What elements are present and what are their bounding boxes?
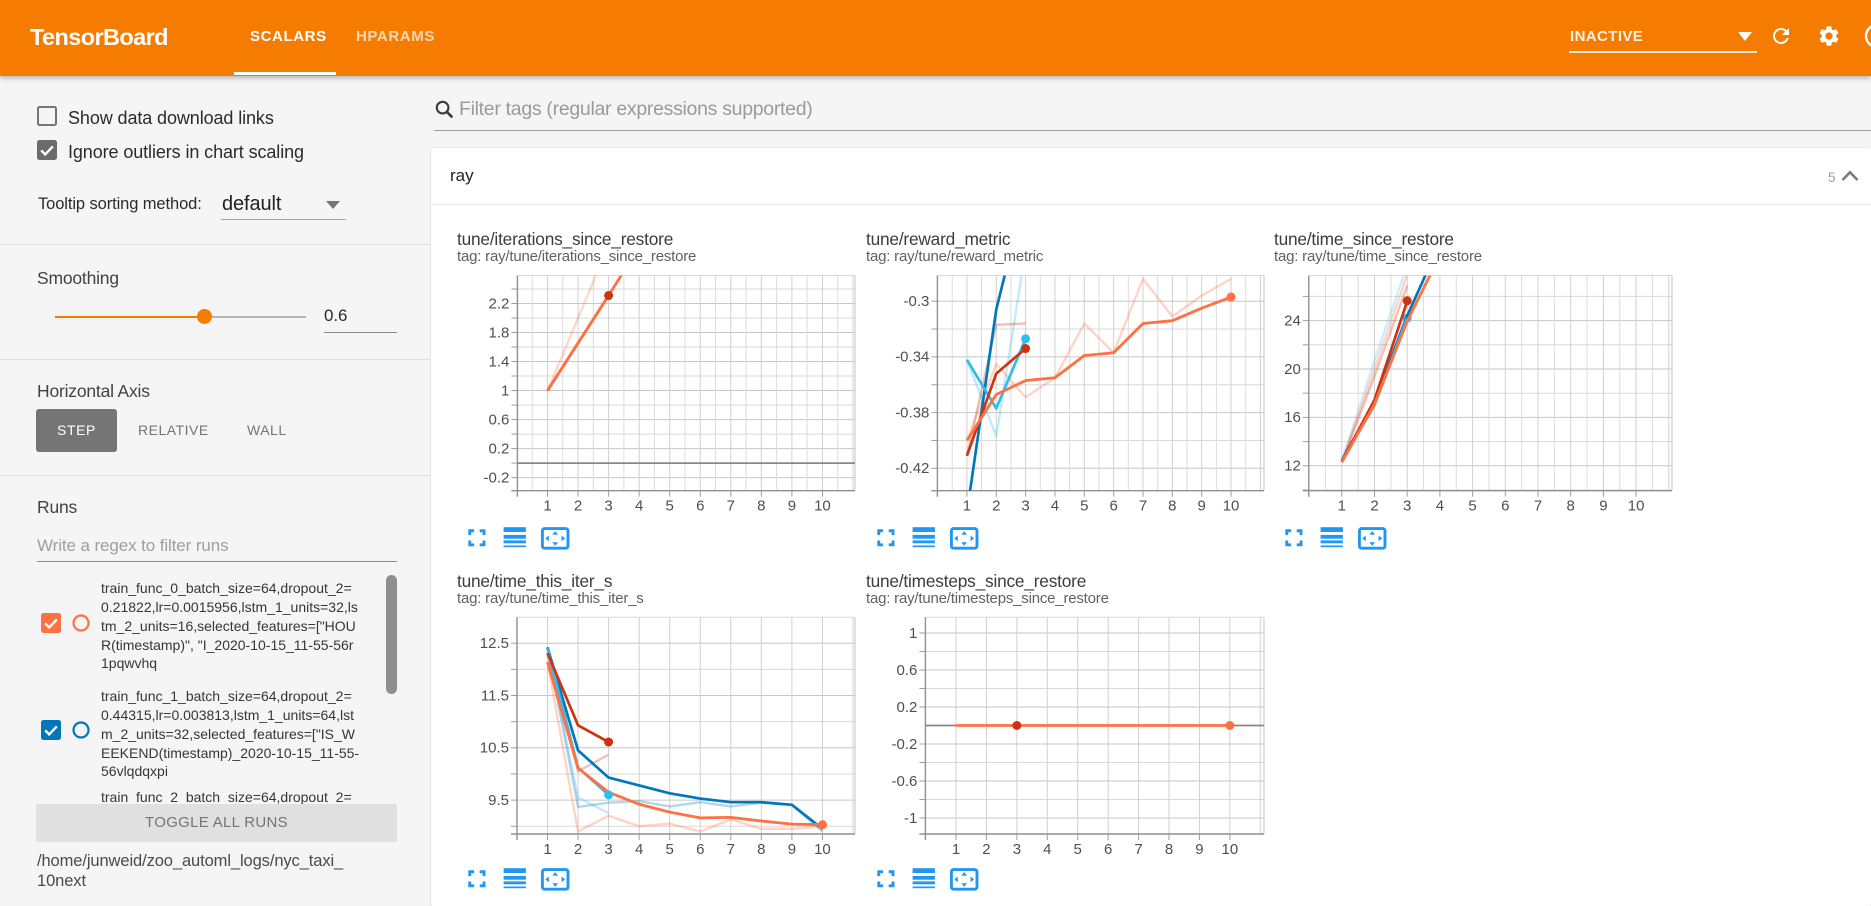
svg-text:4: 4 [1436, 498, 1444, 515]
svg-text:2.2: 2.2 [489, 295, 510, 312]
svg-text:6: 6 [1109, 498, 1117, 515]
svg-text:5: 5 [1080, 498, 1088, 515]
svg-text:0.2: 0.2 [489, 440, 510, 457]
svg-text:-0.2: -0.2 [484, 469, 510, 486]
svg-text:10: 10 [1628, 498, 1645, 515]
svg-text:8: 8 [1165, 841, 1173, 858]
svg-text:9: 9 [788, 498, 796, 515]
svg-text:6: 6 [1501, 498, 1509, 515]
svg-text:0.6: 0.6 [489, 411, 510, 428]
svg-text:-0.34: -0.34 [895, 349, 929, 366]
svg-text:8: 8 [757, 841, 765, 858]
svg-text:12.5: 12.5 [480, 635, 509, 652]
svg-text:10: 10 [814, 498, 831, 515]
svg-text:20: 20 [1284, 361, 1301, 378]
svg-text:9: 9 [1599, 498, 1607, 515]
svg-text:-1: -1 [904, 810, 917, 827]
svg-text:5: 5 [1468, 498, 1476, 515]
svg-text:5: 5 [666, 841, 674, 858]
svg-text:1.4: 1.4 [489, 353, 510, 370]
svg-text:-0.3: -0.3 [904, 293, 930, 310]
svg-text:6: 6 [696, 498, 704, 515]
svg-text:11.5: 11.5 [481, 687, 509, 704]
svg-text:3: 3 [604, 498, 612, 515]
svg-text:9: 9 [788, 841, 796, 858]
svg-text:0.2: 0.2 [897, 699, 918, 716]
svg-text:4: 4 [1051, 498, 1059, 515]
svg-text:8: 8 [1567, 498, 1575, 515]
svg-text:1: 1 [952, 841, 960, 858]
svg-text:-0.38: -0.38 [895, 404, 929, 421]
svg-text:0.6: 0.6 [897, 662, 918, 679]
svg-text:24: 24 [1284, 312, 1301, 329]
svg-text:10.5: 10.5 [480, 740, 509, 757]
svg-text:9: 9 [1195, 841, 1203, 858]
svg-text:9: 9 [1198, 498, 1206, 515]
svg-text:-0.42: -0.42 [895, 460, 929, 477]
svg-text:7: 7 [1134, 841, 1142, 858]
svg-text:1: 1 [543, 841, 551, 858]
svg-text:1: 1 [543, 498, 551, 515]
svg-text:7: 7 [1139, 498, 1147, 515]
svg-text:10: 10 [1222, 841, 1239, 858]
svg-text:2: 2 [574, 841, 582, 858]
svg-text:9.5: 9.5 [488, 792, 509, 809]
svg-text:-0.2: -0.2 [892, 736, 918, 753]
svg-text:6: 6 [1104, 841, 1112, 858]
svg-text:1: 1 [963, 498, 971, 515]
svg-text:5: 5 [666, 498, 674, 515]
svg-text:2: 2 [1370, 498, 1378, 515]
svg-text:1: 1 [1338, 498, 1346, 515]
svg-text:7: 7 [727, 498, 735, 515]
svg-text:3: 3 [604, 841, 612, 858]
svg-text:1: 1 [909, 625, 917, 642]
svg-text:2: 2 [982, 841, 990, 858]
svg-text:12: 12 [1284, 458, 1301, 475]
svg-text:3: 3 [1013, 841, 1021, 858]
svg-text:3: 3 [1021, 498, 1029, 515]
svg-text:1: 1 [501, 382, 509, 399]
svg-text:7: 7 [1534, 498, 1542, 515]
svg-text:7: 7 [727, 841, 735, 858]
svg-text:5: 5 [1074, 841, 1082, 858]
svg-text:2: 2 [992, 498, 1000, 515]
svg-text:4: 4 [1043, 841, 1051, 858]
svg-text:4: 4 [635, 841, 643, 858]
svg-text:1.8: 1.8 [489, 324, 510, 341]
svg-text:2: 2 [574, 498, 582, 515]
svg-text:16: 16 [1284, 409, 1301, 426]
svg-text:8: 8 [757, 498, 765, 515]
svg-text:-0.6: -0.6 [892, 773, 918, 790]
svg-text:8: 8 [1168, 498, 1176, 515]
svg-text:4: 4 [635, 498, 643, 515]
svg-text:6: 6 [696, 841, 704, 858]
svg-text:10: 10 [1223, 498, 1240, 515]
svg-text:10: 10 [814, 841, 831, 858]
svg-text:3: 3 [1403, 498, 1411, 515]
